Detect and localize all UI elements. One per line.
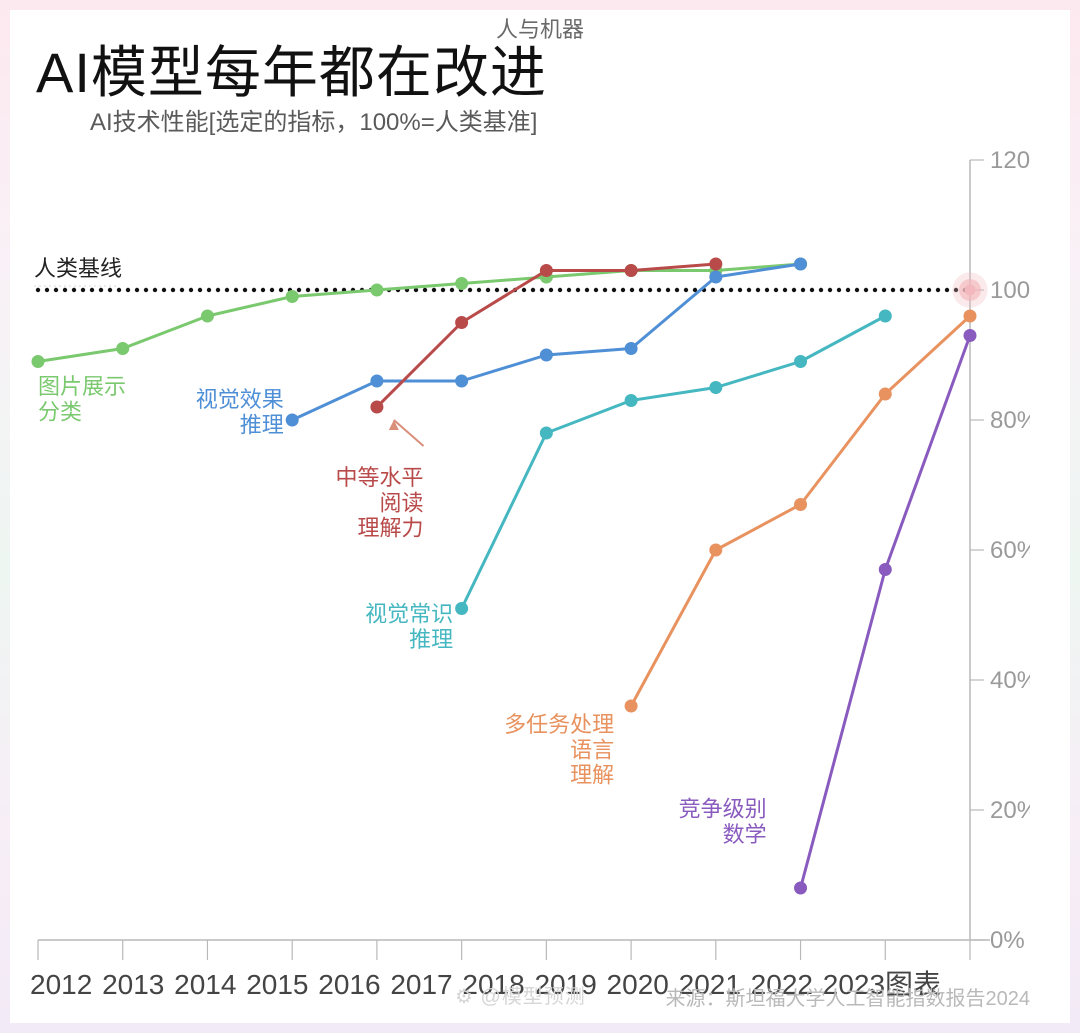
page-subtitle: AI技术性能[选定的指标，100%=人类基准] [90,102,537,137]
marker [709,544,722,557]
chart-card: 人与机器 AI模型每年都在改进 AI技术性能[选定的指标，100%=人类基准] … [0,0,1080,1033]
marker [879,310,892,323]
marker [794,498,807,511]
watermark: ⚙ @模型预测 [455,980,586,1009]
marker [201,310,214,323]
marker [709,271,722,284]
marker [709,258,722,271]
marker [964,310,977,323]
marker [370,375,383,388]
y-tick-label: 0% [990,927,1025,954]
marker [370,401,383,414]
marker [540,427,553,440]
marker [879,388,892,401]
baseline-label: 人类基线 [34,256,122,281]
marker [794,355,807,368]
y-tick-label: 120% [990,150,1030,174]
marker [794,882,807,895]
marker [540,264,553,277]
marker [286,414,299,427]
end-marker-2023 [952,272,987,307]
marker [794,258,807,271]
series-competition_math [801,336,970,889]
series-image_classification [38,264,801,362]
y-tick-label: 100% [990,277,1030,304]
line-chart: 0% 20% 40% 60% 80% 100% 120% 人类基线图片展示分类 视觉效果推理中等… [30,150,1030,960]
marker [32,355,45,368]
marker [709,381,722,394]
y-tick-label: 80% [990,407,1030,434]
marker [964,329,977,342]
marker [625,264,638,277]
marker [116,342,129,355]
marker [625,394,638,407]
y-tick-label: 20% [990,797,1030,824]
marker [625,342,638,355]
chart-svg: 0% 20% 40% 60% 80% 100% 120% 人类基线图片展示分类 视觉效果推理中等… [30,150,1030,960]
source-text: 来源：斯坦福大学人工智能指数报告2024 [666,982,1031,1011]
marker [455,602,468,615]
series-label-competition_math: 竞争级别数学 [679,797,767,847]
marker [625,700,638,713]
y-tick-label: 40% [990,667,1030,694]
series-visual_reasoning [292,264,800,420]
marker [540,349,553,362]
marker [879,563,892,576]
marker [286,290,299,303]
marker [370,284,383,297]
series-label-reading_comprehension: 中等水平阅读理解力 [335,465,423,541]
y-tick-label: 60% [990,537,1030,564]
series-label-multitask_language: 多任务处理语言理解 [504,712,614,788]
series-label-visual_commonsense: 视觉常识推理 [365,602,453,652]
chart-inner: 人与机器 AI模型每年都在改进 AI技术性能[选定的指标，100%=人类基准] … [10,10,1070,1023]
marker [455,277,468,290]
series-label-visual_reasoning: 视觉效果推理 [196,387,284,437]
series-label-image_classification: 图片展示分类 [38,374,126,424]
page-title: AI模型每年都在改进 [36,28,547,109]
marker [455,375,468,388]
series-visual_commonsense [462,316,886,609]
marker [455,316,468,329]
